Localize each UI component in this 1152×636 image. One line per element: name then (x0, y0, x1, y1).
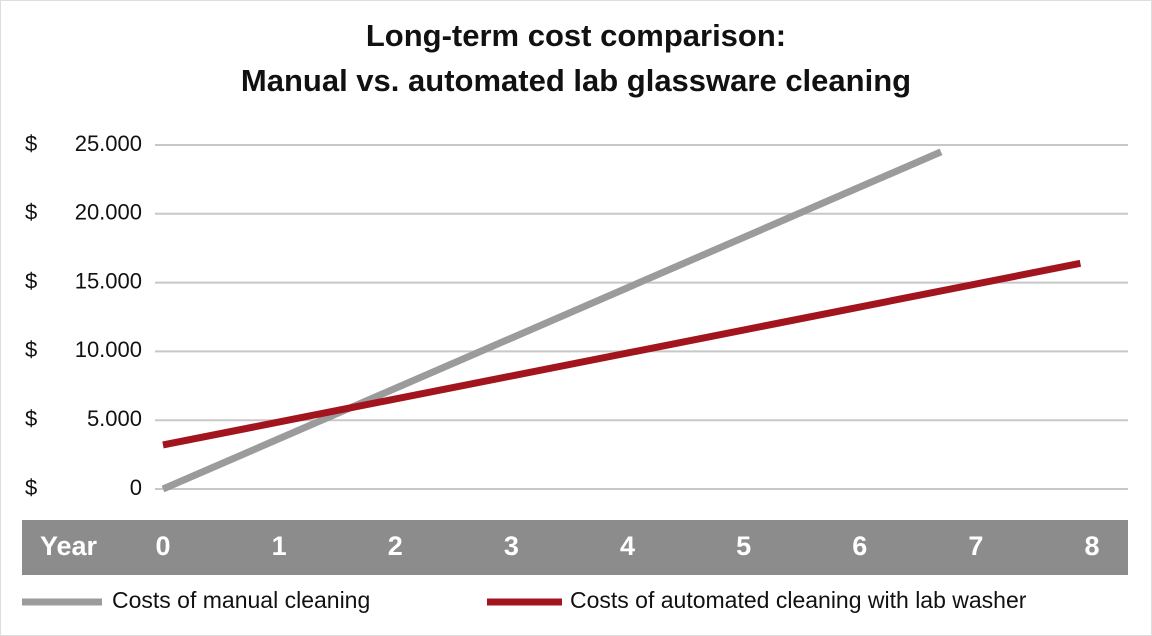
chart-title: Manual vs. automated lab glassware clean… (241, 63, 911, 98)
chart-title: Long-term cost comparison: (366, 18, 786, 53)
legend-label: Costs of automated cleaning with lab was… (570, 587, 1027, 613)
series-line (162, 259, 1082, 449)
x-tick-label: 7 (968, 531, 983, 561)
y-tick-label: 25.000 (75, 131, 142, 156)
x-axis-band (22, 520, 1128, 575)
x-tick-label: 0 (155, 531, 170, 561)
x-tick-label: 2 (388, 531, 403, 561)
y-tick-prefix: $ (25, 337, 37, 362)
x-tick-label: 8 (1084, 531, 1099, 561)
y-tick-prefix: $ (25, 268, 37, 293)
y-tick-label: 10.000 (75, 337, 142, 362)
legend-label: Costs of manual cleaning (112, 587, 370, 613)
y-tick-label: 15.000 (75, 268, 142, 293)
x-tick-label: 6 (852, 531, 867, 561)
y-tick-prefix: $ (25, 406, 37, 431)
y-tick-prefix: $ (25, 131, 37, 156)
x-tick-label: 4 (620, 531, 635, 561)
y-tick-prefix: $ (25, 475, 37, 500)
y-tick-label: 5.000 (87, 406, 142, 431)
y-tick-label: 0 (130, 475, 142, 500)
series-line (161, 148, 943, 493)
x-tick-label: 3 (504, 531, 519, 561)
y-tick-label: 20.000 (75, 200, 142, 225)
x-tick-label: 5 (736, 531, 751, 561)
x-axis-label: Year (40, 531, 98, 561)
x-tick-label: 1 (272, 531, 287, 561)
y-tick-prefix: $ (25, 200, 37, 225)
